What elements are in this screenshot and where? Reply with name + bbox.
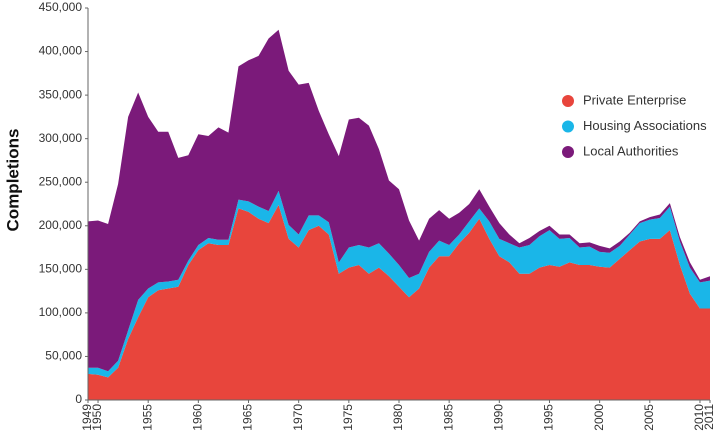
y-tick-label: 200,000 [39,218,83,232]
y-tick-label: 350,000 [39,87,83,101]
legend-label: Housing Associations [583,118,707,133]
x-tick-label: 2011 [702,404,716,430]
x-tick-label: 2000 [592,404,606,431]
y-tick-label: 150,000 [39,262,83,276]
x-tick-label: 1950 [90,404,104,431]
x-tick-label: 1990 [491,404,505,431]
area [88,190,710,378]
x-tick-label: 1975 [341,404,355,431]
y-tick-label: 50,000 [45,349,82,363]
area [88,29,710,372]
legend-label: Local Authorities [583,143,679,158]
x-tick-label: 1970 [291,404,305,431]
x-tick-label: 2010 [692,404,706,431]
x-tick-label: 1965 [241,404,255,431]
area [88,204,710,400]
legend-swatch [562,95,574,107]
x-tick-label: 1985 [441,404,455,431]
legend-swatch [562,120,574,133]
x-tick-label: 1949 [80,404,94,431]
x-tick-label: 1960 [191,404,205,431]
legend-label: Private Enterprise [583,92,686,107]
x-tick-label: 2005 [642,404,656,431]
legend-swatch [562,146,574,158]
y-tick-label: 250,000 [39,174,83,188]
x-tick-label: 1955 [140,404,154,431]
y-tick-label: 100,000 [39,305,83,319]
x-tick-label: 1995 [542,404,556,431]
y-tick-label: 400,000 [39,44,83,58]
y-tick-label: 0 [75,392,82,406]
y-tick-label: 450,000 [39,0,83,14]
y-axis-title: Completions [3,129,22,232]
x-tick-label: 1980 [391,404,405,431]
y-tick-label: 300,000 [39,131,83,145]
